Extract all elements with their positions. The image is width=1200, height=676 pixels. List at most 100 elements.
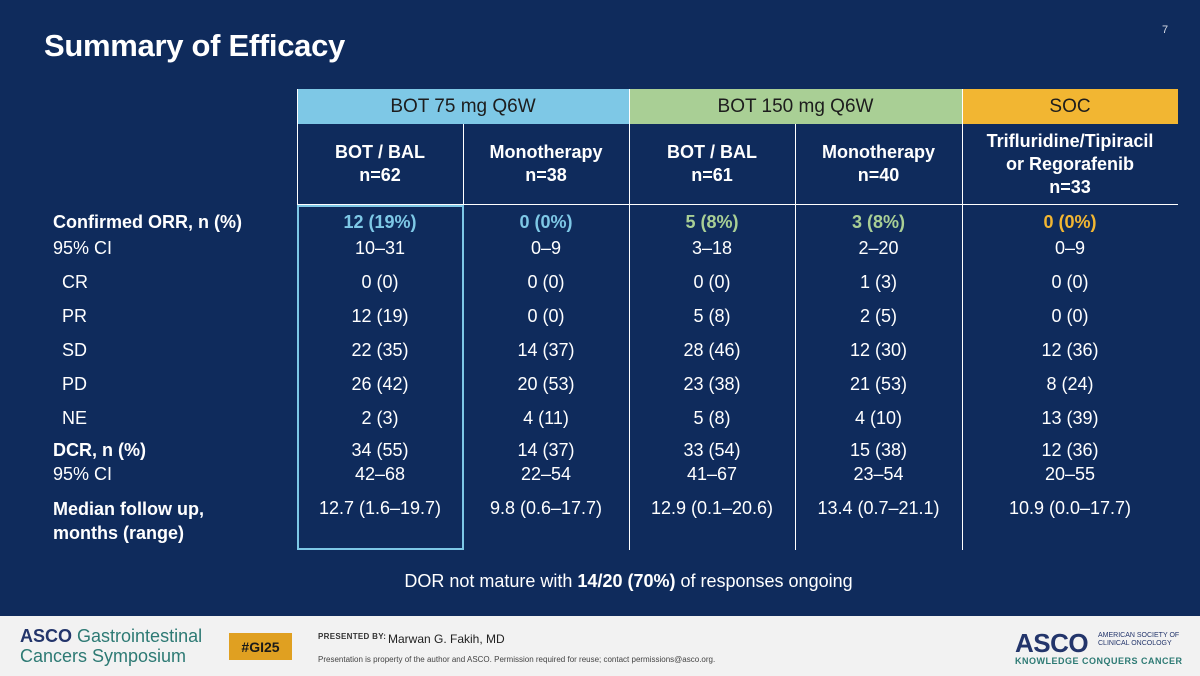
symposium-line1: Gastrointestinal: [77, 626, 203, 646]
cell: 0 (0): [693, 272, 731, 292]
cell: 34 (55): [351, 440, 409, 460]
row-label: PD: [62, 374, 88, 394]
highlight-box: [297, 205, 464, 550]
header-divider: [297, 204, 1178, 205]
cell: 2 (3): [361, 408, 399, 428]
presented-by-label: PRESENTED BY:: [318, 632, 387, 641]
cell: 15 (38): [849, 440, 908, 460]
cell: 28 (46): [683, 340, 741, 360]
footnote: DOR not mature with 14/20 (70%) of respo…: [0, 571, 1200, 592]
cell: 22 (35): [351, 340, 409, 360]
row-label: DCR, n (%): [53, 440, 146, 460]
cell: 5 (8): [693, 306, 731, 326]
table-row-pd: PD 26 (42) 20 (53) 23 (38) 21 (53) 8 (24…: [0, 374, 1200, 400]
cell: 20 (53): [517, 374, 575, 394]
symposium-line2: Cancers Symposium: [20, 646, 187, 666]
cell: 23 (38): [683, 374, 741, 394]
column-divider: [629, 89, 630, 550]
row-label: Confirmed ORR, n (%): [53, 212, 242, 232]
symposium-logo: ASCO Gastrointestinal Cancers Symposium: [20, 626, 202, 666]
cell: 4 (10): [854, 408, 903, 428]
table-row-sd: SD 22 (35) 14 (37) 28 (46) 12 (30) 12 (3…: [0, 340, 1200, 366]
footnote-text: DOR not mature with: [404, 571, 578, 591]
table-row-cr: CR 0 (0) 0 (0) 0 (0) 1 (3) 0 (0): [0, 272, 1200, 298]
row-label: 95% CI: [53, 464, 113, 484]
cell: 9.8 (0.6–17.7): [489, 498, 603, 518]
cell: 3–18: [691, 238, 733, 258]
cell: 5 (8%): [685, 212, 739, 232]
cell: 21 (53): [849, 374, 908, 394]
cell: 0–9: [530, 238, 562, 258]
cell: 12 (30): [849, 340, 908, 360]
cell: 1 (3): [859, 272, 897, 292]
cell: 0 (0%): [1043, 212, 1097, 232]
column-header-soc: Trifluridine/Tipiracil or Regorafenib n=…: [986, 130, 1154, 197]
cell: 12.7 (1.6–19.7): [318, 498, 442, 518]
column-header-bot75-botbal: BOT / BAL n=62: [335, 142, 425, 185]
asco-logo: ASCO: [1015, 628, 1089, 658]
cell: 12.9 (0.1–20.6): [650, 498, 774, 518]
cell: 14 (37): [517, 340, 575, 360]
cell: 2–20: [858, 238, 899, 258]
cell: 0–9: [1054, 238, 1086, 258]
cell: 12 (36): [1041, 440, 1099, 460]
symposium-asco: ASCO: [20, 626, 73, 646]
group-header-bot75: BOT 75 mg Q6W: [297, 89, 629, 124]
cell: 0 (0): [1051, 272, 1089, 292]
row-label-followup: Median follow up, months (range): [53, 499, 204, 543]
group-header-soc: SOC: [962, 89, 1178, 124]
table-row-dcr: DCR, n (%) 34 (55) 14 (37) 33 (54) 15 (3…: [0, 440, 1200, 466]
hashtag-badge: #GI25: [229, 633, 292, 660]
cell: 3 (8%): [851, 212, 905, 232]
cell: 10–31: [354, 238, 406, 258]
column-header-bot75-mono: Monotherapy n=38: [489, 142, 603, 185]
row-label: SD: [62, 340, 88, 360]
cell: 0 (0): [361, 272, 399, 292]
row-label: PR: [62, 306, 88, 326]
footnote-text-end: of responses ongoing: [675, 571, 853, 591]
cell: 10.9 (0.0–17.7): [1008, 498, 1132, 518]
column-divider: [962, 89, 963, 550]
cell: 12 (19): [351, 306, 409, 326]
cell: 5 (8): [693, 408, 731, 428]
cell: 22–54: [520, 464, 572, 484]
table-row-orr: Confirmed ORR, n (%) 12 (19%) 0 (0%) 5 (…: [0, 212, 1200, 238]
cell: 13.4 (0.7–21.1): [817, 498, 940, 518]
slide-title: Summary of Efficacy: [44, 28, 345, 63]
cell: 0 (0): [527, 306, 565, 326]
asco-logo-subtitle: AMERICAN SOCIETY OF CLINICAL ONCOLOGY: [1098, 632, 1180, 647]
cell: 0 (0): [1051, 306, 1089, 326]
table-row-dcr-ci: 95% CI 42–68 22–54 41–67 23–54 20–55: [0, 464, 1200, 490]
table-row-ne: NE 2 (3) 4 (11) 5 (8) 4 (10) 13 (39): [0, 408, 1200, 434]
footer-bar: [0, 616, 1200, 676]
cell: 26 (42): [351, 374, 409, 394]
presenter-name: Marwan G. Fakih, MD: [388, 632, 505, 646]
slide: Summary of Efficacy 7 BOT 75 mg Q6W BOT …: [0, 24, 1200, 592]
column-header-bot150-mono: Monotherapy n=40: [821, 142, 935, 185]
cell: 0 (0): [527, 272, 565, 292]
row-label: CR: [62, 272, 88, 292]
cell: 12 (36): [1041, 340, 1099, 360]
disclaimer: Presentation is property of the author a…: [318, 655, 716, 664]
cell: 33 (54): [683, 440, 741, 460]
cell: 8 (24): [1046, 374, 1094, 394]
row-label: NE: [62, 408, 88, 428]
cell: 12 (19%): [343, 212, 417, 232]
cell: 2 (5): [859, 306, 897, 326]
cell: 13 (39): [1041, 408, 1099, 428]
cell: 14 (37): [517, 440, 575, 460]
footnote-emphasis: 14/20 (70%): [577, 571, 676, 591]
asco-tagline: KNOWLEDGE CONQUERS CANCER: [1015, 656, 1183, 666]
cell: 4 (11): [523, 408, 569, 428]
cell: 42–68: [354, 464, 406, 484]
page-number: 7: [1162, 24, 1169, 36]
row-label: 95% CI: [53, 238, 113, 258]
table-row-pr: PR 12 (19) 0 (0) 5 (8) 2 (5) 0 (0): [0, 306, 1200, 332]
cell: 41–67: [686, 464, 738, 484]
cell: 0 (0%): [519, 212, 573, 232]
table-row-followup: 12.7 (1.6–19.7) 9.8 (0.6–17.7) 12.9 (0.1…: [0, 498, 1200, 524]
cell: 23–54: [853, 464, 904, 484]
column-divider: [795, 124, 796, 550]
group-header-bot150: BOT 150 mg Q6W: [629, 89, 962, 124]
table-row-orr-ci: 95% CI 10–31 0–9 3–18 2–20 0–9: [0, 238, 1200, 264]
